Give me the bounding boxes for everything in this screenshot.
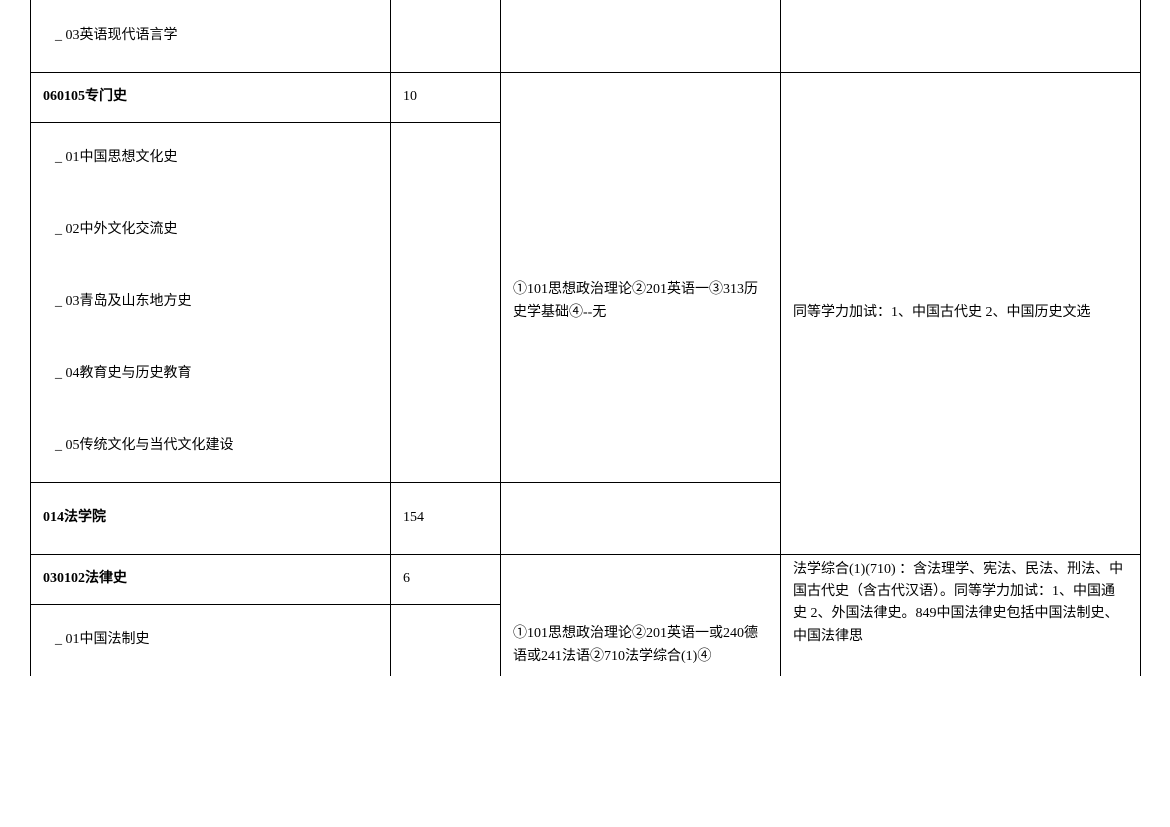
direction-cell: _ 04教育史与历史教育	[31, 338, 391, 410]
direction-text: _ 03青岛及山东地方史	[55, 294, 192, 309]
count-cell	[391, 338, 501, 410]
count-cell	[391, 122, 501, 194]
direction-cell: _ 05传统文化与当代文化建设	[31, 410, 391, 482]
count-cell	[391, 194, 501, 266]
direction-text: _ 01中国法制史	[55, 632, 150, 647]
table-row: _ 03英语现代语言学	[31, 0, 1141, 72]
exam-cell: ①101思想政治理论②201英语一③313历史学基础④--无	[501, 122, 781, 482]
direction-text: _ 01中国思想文化史	[55, 150, 178, 165]
major-title-cell: 030102法律史	[31, 554, 391, 604]
exam-cell	[501, 554, 781, 604]
exam-text: ①101思想政治理论②201英语一③313历史学基础④--无	[513, 282, 758, 319]
school-title-cell: 014法学院	[31, 482, 391, 554]
count-cell: 6	[391, 554, 501, 604]
school-title: 014法学院	[43, 510, 106, 525]
count-cell	[391, 0, 501, 72]
exam-cell	[501, 72, 781, 122]
note-cell: 同等学力加试：1、中国古代史 2、中国历史文选	[781, 72, 1141, 554]
count-cell	[391, 266, 501, 338]
direction-text: _ 03英语现代语言学	[55, 28, 178, 43]
exam-cell	[501, 482, 781, 554]
exam-cell: ①101思想政治理论②201英语一或240德语或241法语②710法学综合(1)…	[501, 604, 781, 676]
count-value: 6	[403, 571, 410, 586]
direction-text: _ 02中外文化交流史	[55, 222, 178, 237]
exam-text: ①101思想政治理论②201英语一或240德语或241法语②710法学综合(1)…	[513, 626, 758, 663]
direction-cell: _ 03英语现代语言学	[31, 0, 391, 72]
major-title: 060105专门史	[43, 89, 127, 104]
count-cell: 154	[391, 482, 501, 554]
direction-cell: _ 02中外文化交流史	[31, 194, 391, 266]
count-value: 10	[403, 89, 417, 104]
note-text: 法学综合(1)(710) ：含法理学、宪法、民法、刑法、中国古代史（含古代汉语）…	[793, 562, 1123, 644]
direction-cell: _ 01中国法制史	[31, 604, 391, 676]
note-cell	[781, 0, 1141, 72]
direction-text: _ 05传统文化与当代文化建设	[55, 438, 234, 453]
direction-text: _ 04教育史与历史教育	[55, 366, 192, 381]
count-cell: 10	[391, 72, 501, 122]
major-title-cell: 060105专门史	[31, 72, 391, 122]
table-row: 060105专门史 10 同等学力加试：1、中国古代史 2、中国历史文选	[31, 72, 1141, 122]
exam-cell	[501, 0, 781, 72]
note-text: 同等学力加试：1、中国古代史 2、中国历史文选	[793, 305, 1091, 320]
major-title: 030102法律史	[43, 571, 127, 586]
count-cell	[391, 410, 501, 482]
catalog-table: _ 03英语现代语言学 060105专门史 10 同等学力加试：1、中国古代史 …	[30, 0, 1141, 676]
count-value: 154	[403, 510, 424, 525]
direction-cell: _ 01中国思想文化史	[31, 122, 391, 194]
direction-cell: _ 03青岛及山东地方史	[31, 266, 391, 338]
table-row: 030102法律史 6 法学综合(1)(710) ：含法理学、宪法、民法、刑法、…	[31, 554, 1141, 604]
note-cell: 法学综合(1)(710) ：含法理学、宪法、民法、刑法、中国古代史（含古代汉语）…	[781, 554, 1141, 676]
count-cell	[391, 604, 501, 676]
